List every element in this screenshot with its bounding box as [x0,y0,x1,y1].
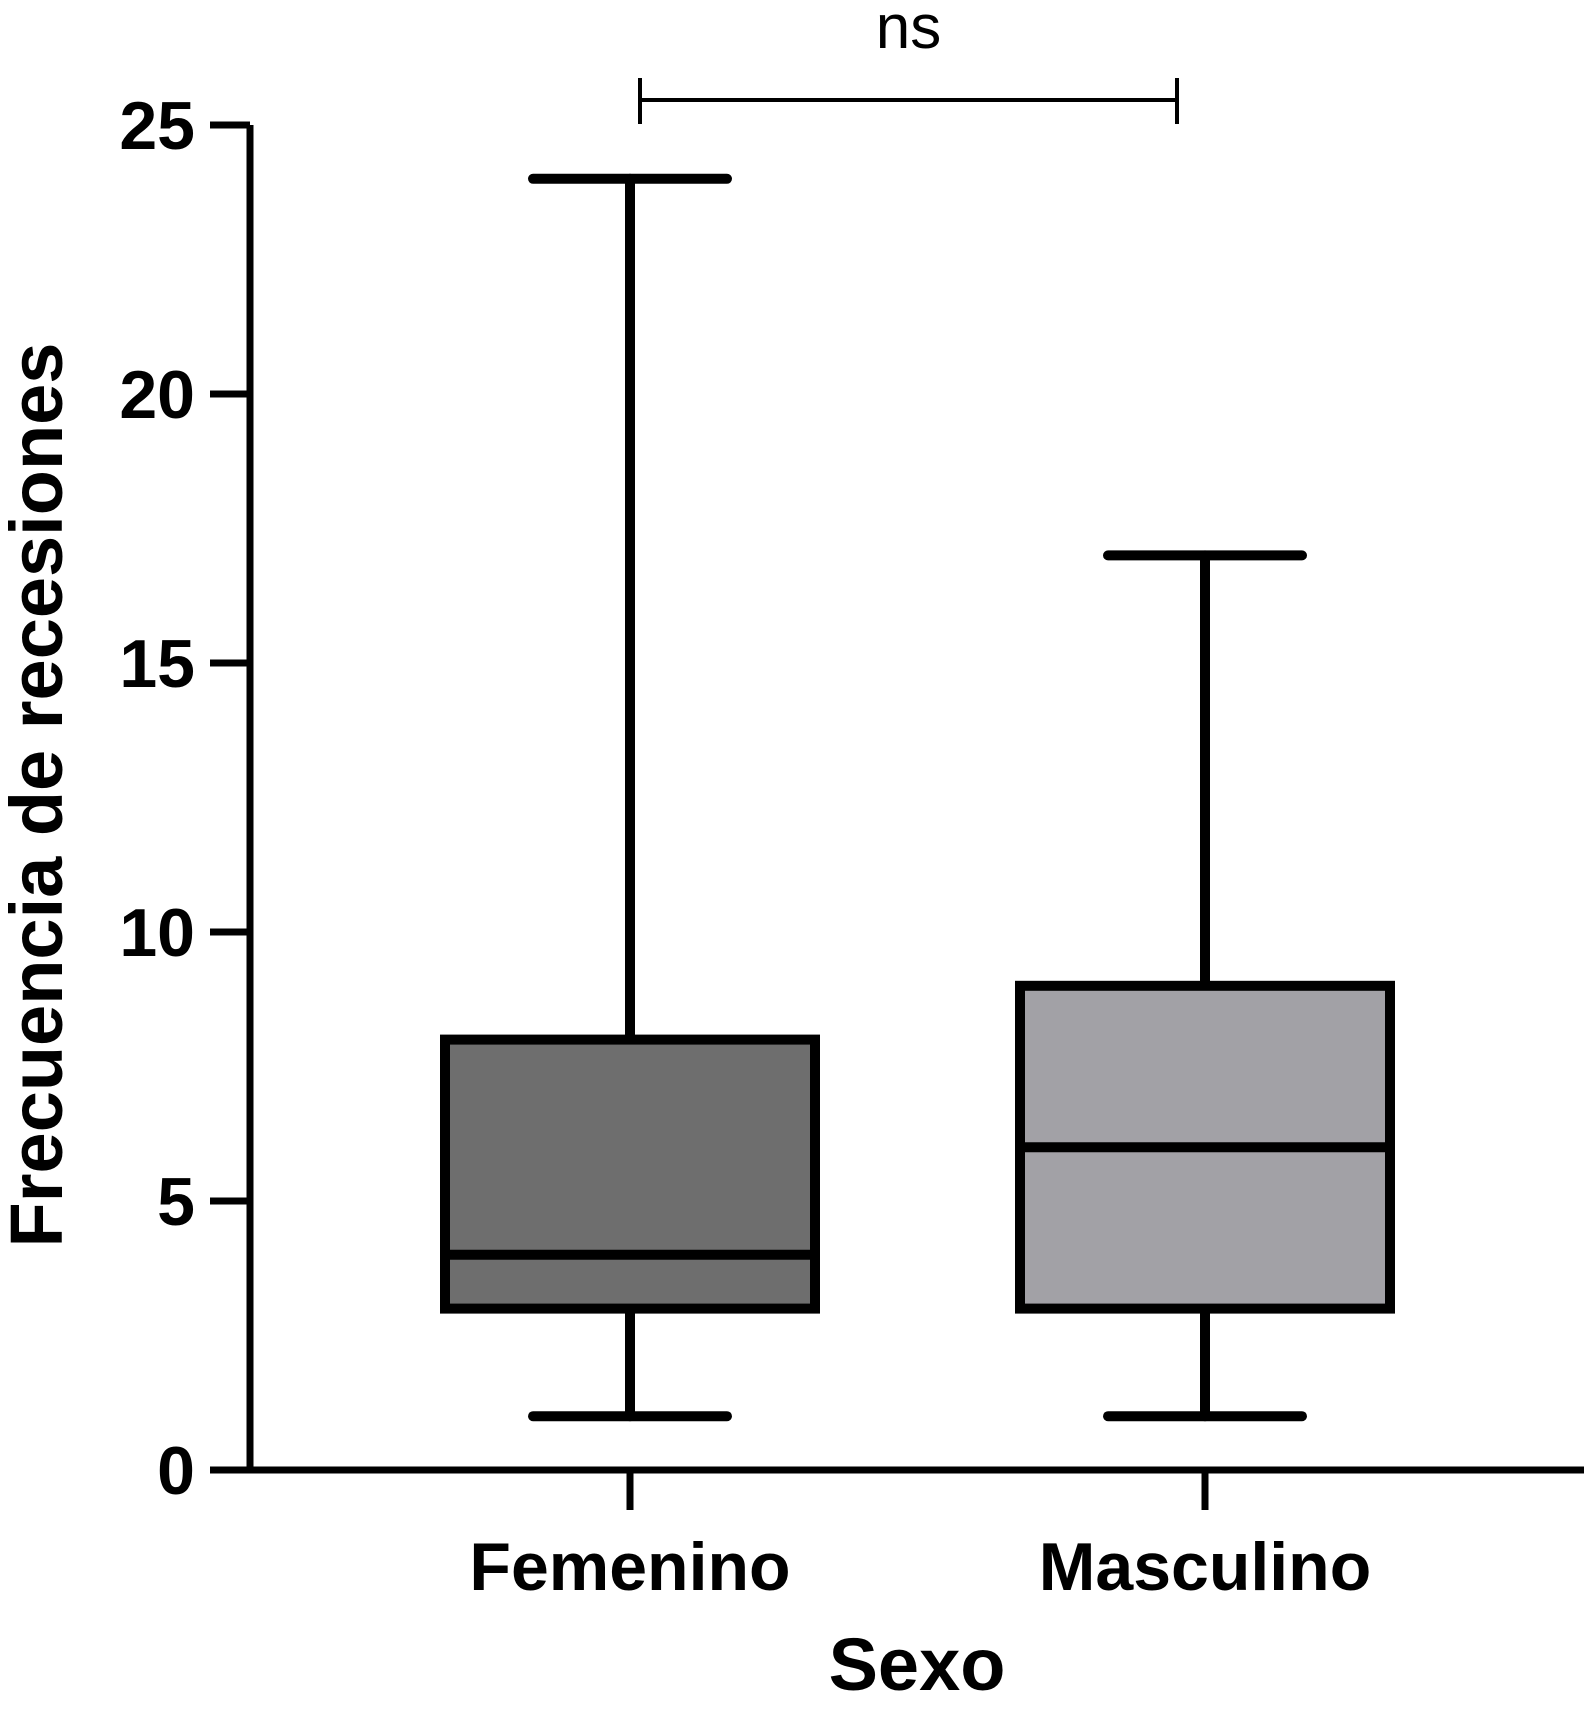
x-tick-label-masculino: Masculino [1039,1529,1372,1605]
y-axis-title: Frecuencia de recesiones [0,343,78,1248]
box-masculino [1015,550,1395,1422]
y-tick-label-0: 0 [157,1433,195,1509]
significance-label: ns [876,0,941,62]
boxes-layer [440,173,1395,1422]
axes-layer: 0 5 10 15 20 25 Femenino Masculino Sexo Frecuenci… [0,88,1584,1706]
y-tick-label-15: 15 [119,626,195,702]
y-tick-label-25: 25 [119,88,195,164]
x-tick-label-femenino: Femenino [469,1529,790,1605]
annotation-layer: ns [638,0,1179,124]
x-axis-title: Sexo [829,1623,1006,1706]
iqr-box-femenino [440,1034,820,1314]
y-tick-label-20: 20 [119,357,195,433]
y-tick-label-5: 5 [157,1164,195,1240]
y-tick-label-10: 10 [119,895,195,971]
box-femenino [440,173,820,1422]
